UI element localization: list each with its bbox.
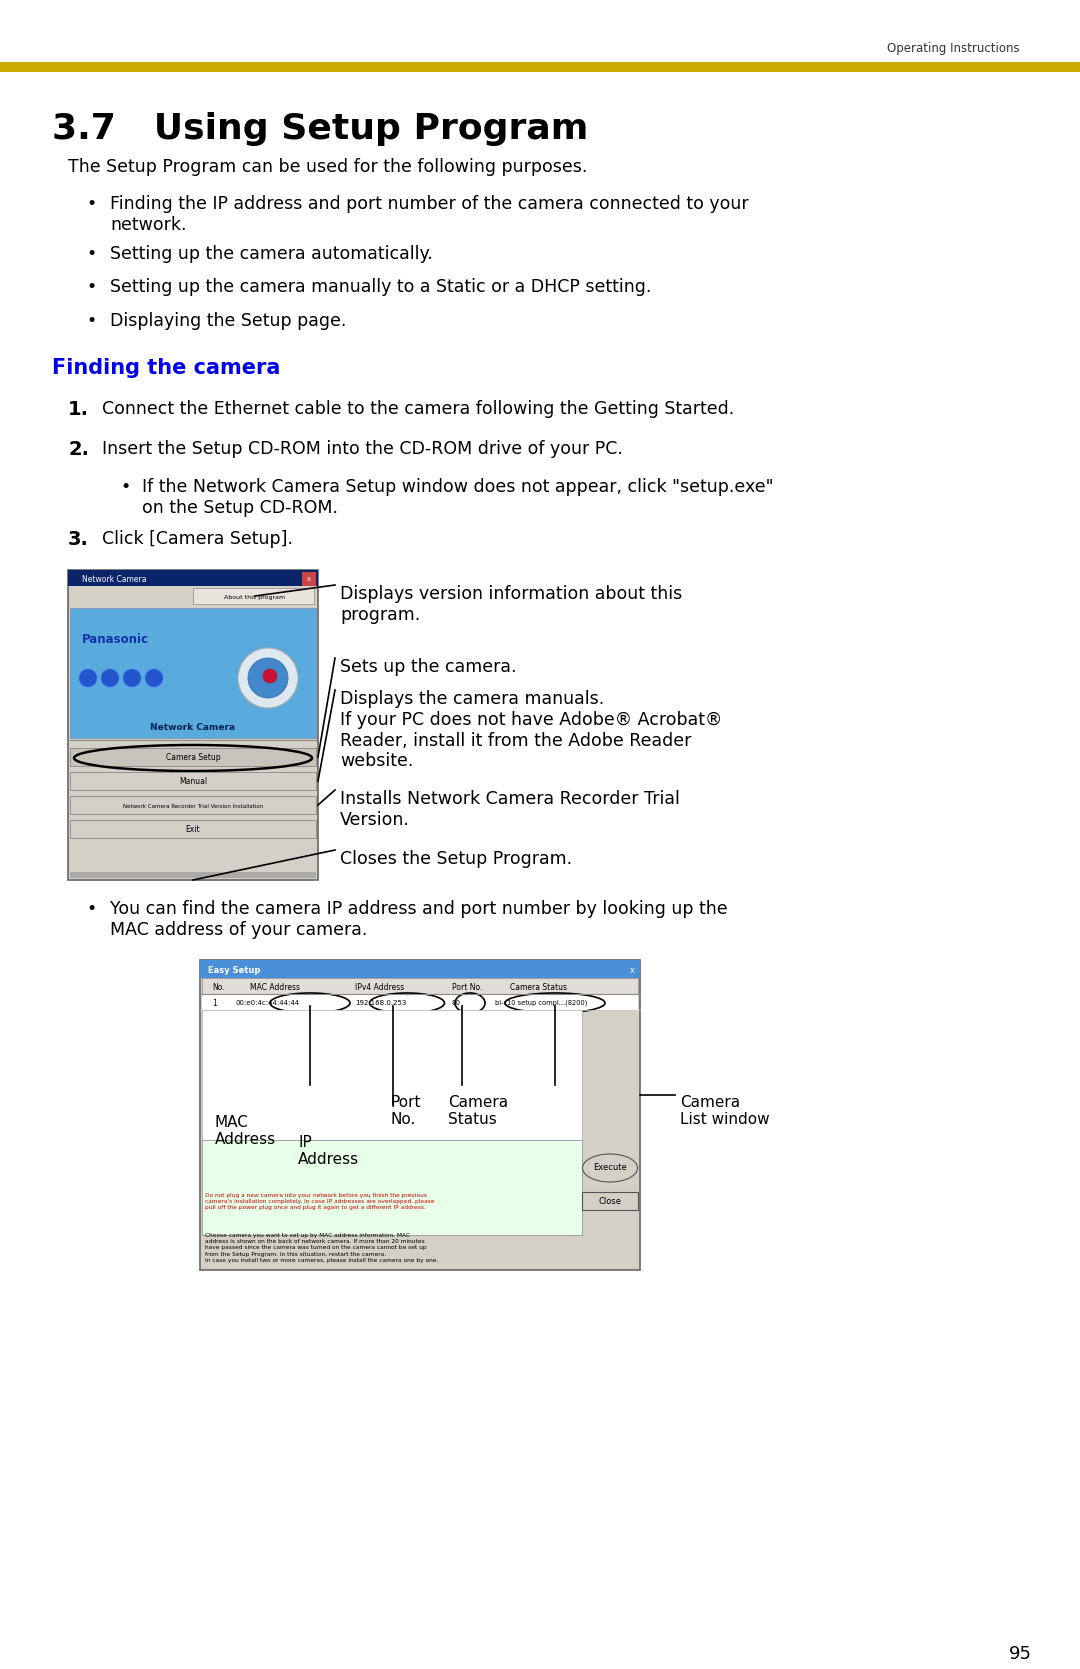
Bar bbox=[202, 978, 638, 995]
Text: 1: 1 bbox=[212, 998, 217, 1008]
Text: Choose camera you want to set up by MAC address information. MAC
address is show: Choose camera you want to set up by MAC … bbox=[205, 1233, 438, 1263]
Circle shape bbox=[123, 669, 141, 688]
Bar bbox=[70, 608, 316, 738]
Text: Displaying the Setup page.: Displaying the Setup page. bbox=[110, 312, 347, 330]
Bar bbox=[70, 748, 316, 766]
Text: MAC
Address: MAC Address bbox=[215, 1115, 276, 1147]
Text: 3.7   Using Setup Program: 3.7 Using Setup Program bbox=[52, 112, 589, 145]
Text: Panasonic: Panasonic bbox=[82, 633, 149, 646]
Text: The Setup Program can be used for the following purposes.: The Setup Program can be used for the fo… bbox=[68, 159, 588, 175]
Text: 80: 80 bbox=[453, 1000, 461, 1006]
Bar bbox=[70, 796, 316, 814]
Bar bbox=[70, 819, 316, 838]
Bar bbox=[68, 571, 318, 586]
Text: Displays the camera manuals.
If your PC does not have Adobe® Acrobat®
Reader, in: Displays the camera manuals. If your PC … bbox=[340, 689, 723, 771]
Bar bbox=[68, 571, 318, 880]
Bar bbox=[70, 773, 316, 789]
Text: 192.168.0.253: 192.168.0.253 bbox=[355, 1000, 406, 1006]
Circle shape bbox=[145, 669, 163, 688]
Text: •: • bbox=[86, 279, 96, 295]
Text: You can find the camera IP address and port number by looking up the
MAC address: You can find the camera IP address and p… bbox=[110, 900, 728, 938]
Text: Do not plug a new camera into your network before you finish the previous
camera: Do not plug a new camera into your netwo… bbox=[205, 1193, 434, 1210]
Bar bbox=[200, 960, 640, 1270]
Text: Port No.: Port No. bbox=[453, 983, 483, 991]
Text: Closes the Setup Program.: Closes the Setup Program. bbox=[340, 850, 572, 868]
Bar bbox=[202, 995, 638, 1010]
Ellipse shape bbox=[582, 1153, 637, 1182]
Bar bbox=[200, 960, 640, 978]
Text: Network Camera Recorder Trial Version Installation: Network Camera Recorder Trial Version In… bbox=[123, 803, 264, 808]
Text: 2.: 2. bbox=[68, 441, 89, 459]
Text: •: • bbox=[120, 477, 131, 496]
Text: Operating Instructions: Operating Instructions bbox=[888, 42, 1020, 55]
Text: •: • bbox=[86, 195, 96, 214]
Text: Displays version information about this
program.: Displays version information about this … bbox=[340, 586, 683, 624]
Text: Network Camera: Network Camera bbox=[150, 723, 235, 733]
Text: Finding the IP address and port number of the camera connected to your
network.: Finding the IP address and port number o… bbox=[110, 195, 748, 234]
Text: Network Camera: Network Camera bbox=[82, 574, 147, 584]
Text: x: x bbox=[307, 576, 311, 582]
Text: •: • bbox=[86, 245, 96, 264]
Text: •: • bbox=[86, 900, 96, 918]
Text: Exit: Exit bbox=[186, 826, 200, 834]
Bar bbox=[193, 587, 314, 604]
Text: Camera
List window: Camera List window bbox=[680, 1095, 770, 1127]
Text: 00:e0:4c:44:44:44: 00:e0:4c:44:44:44 bbox=[237, 1000, 300, 1006]
Text: Click [Camera Setup].: Click [Camera Setup]. bbox=[102, 531, 293, 547]
Text: Sets up the camera.: Sets up the camera. bbox=[340, 658, 516, 676]
Text: Finding the camera: Finding the camera bbox=[52, 357, 281, 377]
Text: Camera Setup: Camera Setup bbox=[165, 753, 220, 763]
Text: 1.: 1. bbox=[68, 401, 89, 419]
Text: Close: Close bbox=[598, 1197, 621, 1205]
Text: x: x bbox=[630, 965, 635, 975]
Text: IP
Address: IP Address bbox=[298, 1135, 360, 1167]
Circle shape bbox=[238, 648, 298, 708]
Text: Execute: Execute bbox=[593, 1163, 626, 1173]
Text: Connect the Ethernet cable to the camera following the Getting Started.: Connect the Ethernet cable to the camera… bbox=[102, 401, 734, 417]
Text: Port
No.: Port No. bbox=[390, 1095, 420, 1127]
Circle shape bbox=[102, 669, 119, 688]
Text: 3.: 3. bbox=[68, 531, 89, 549]
Bar bbox=[202, 1140, 582, 1235]
Text: Setting up the camera manually to a Static or a DHCP setting.: Setting up the camera manually to a Stat… bbox=[110, 279, 651, 295]
Bar bbox=[302, 572, 316, 586]
Text: bl-c10 setup compl...(8200): bl-c10 setup compl...(8200) bbox=[495, 1000, 588, 1006]
Bar bbox=[0, 62, 1080, 72]
Text: IPv4 Address: IPv4 Address bbox=[355, 983, 404, 991]
Text: Setting up the camera automatically.: Setting up the camera automatically. bbox=[110, 245, 433, 264]
Text: Camera Status: Camera Status bbox=[510, 983, 567, 991]
Text: 95: 95 bbox=[1009, 1646, 1031, 1662]
Text: About this program: About this program bbox=[225, 594, 285, 599]
Text: Installs Network Camera Recorder Trial
Version.: Installs Network Camera Recorder Trial V… bbox=[340, 789, 680, 829]
Text: Camera
Status: Camera Status bbox=[448, 1095, 508, 1127]
Text: Insert the Setup CD-ROM into the CD-ROM drive of your PC.: Insert the Setup CD-ROM into the CD-ROM … bbox=[102, 441, 623, 457]
Circle shape bbox=[79, 669, 97, 688]
Text: No.: No. bbox=[212, 983, 225, 991]
Bar bbox=[70, 871, 316, 878]
Text: Manual: Manual bbox=[179, 778, 207, 786]
Bar bbox=[582, 1192, 638, 1210]
Bar bbox=[202, 1010, 582, 1140]
Text: Easy Setup: Easy Setup bbox=[208, 965, 260, 975]
Text: MAC Address: MAC Address bbox=[249, 983, 300, 991]
Text: If the Network Camera Setup window does not appear, click "setup.exe"
on the Set: If the Network Camera Setup window does … bbox=[141, 477, 773, 517]
Text: •: • bbox=[86, 312, 96, 330]
Circle shape bbox=[248, 658, 288, 698]
Circle shape bbox=[264, 669, 276, 683]
